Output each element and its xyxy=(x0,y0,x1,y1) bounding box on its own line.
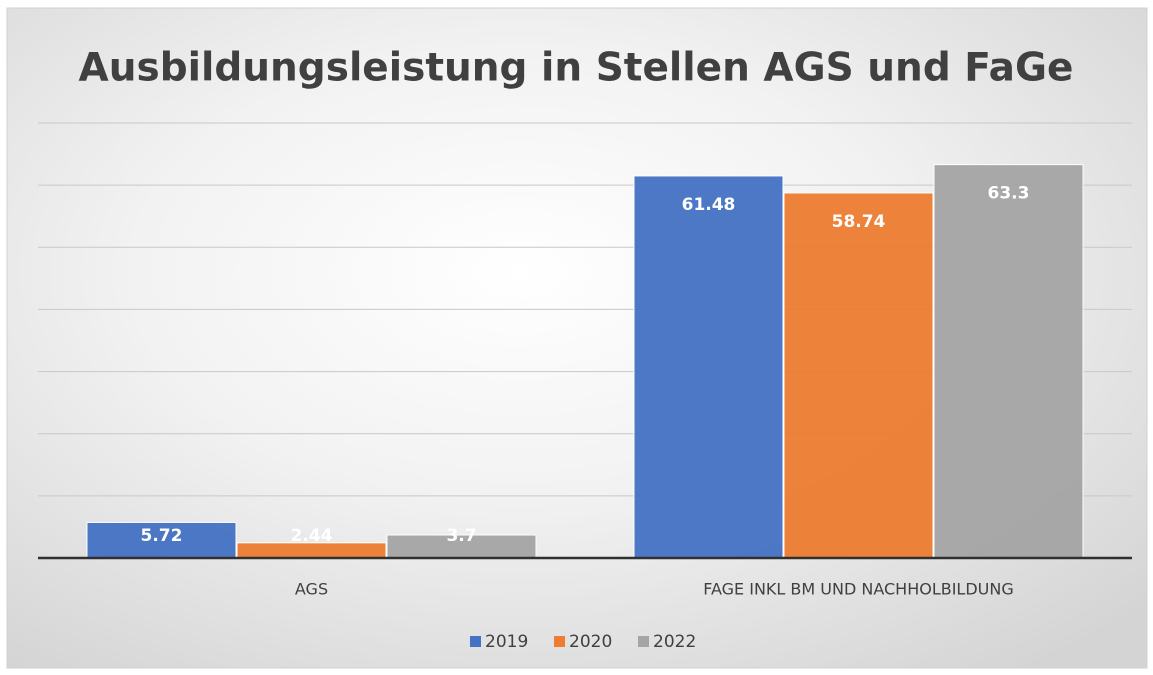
data-label: 3.7 xyxy=(446,526,476,546)
legend-label: 2020 xyxy=(569,632,612,652)
legend-swatch xyxy=(470,636,481,647)
x-tick-label: FAGE INKL BM UND NACHHOLBILDUNG xyxy=(703,580,1014,599)
bar xyxy=(933,164,1084,559)
data-label: 63.3 xyxy=(988,184,1030,204)
bar xyxy=(633,175,784,559)
data-label: 2.44 xyxy=(291,526,333,546)
x-tick-label: AGS xyxy=(295,580,328,599)
chart-title: Ausbildungsleistung in Stellen AGS und F… xyxy=(79,46,1074,91)
data-label: 61.48 xyxy=(682,195,736,215)
legend-label: 2022 xyxy=(653,632,696,652)
legend-swatch xyxy=(554,636,565,647)
data-label: 5.72 xyxy=(141,526,183,546)
bar xyxy=(783,192,934,559)
legend-swatch xyxy=(638,636,649,647)
data-label: 58.74 xyxy=(832,212,886,232)
legend-label: 2019 xyxy=(485,632,528,652)
